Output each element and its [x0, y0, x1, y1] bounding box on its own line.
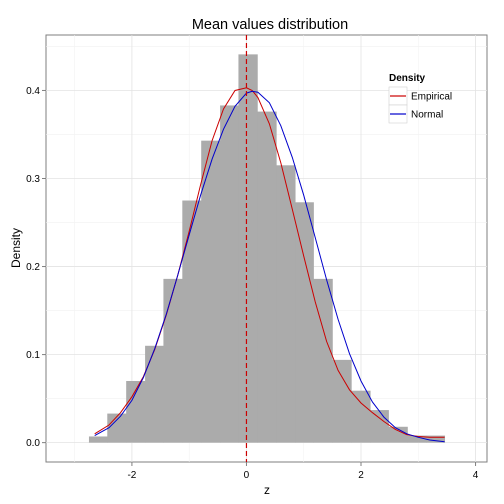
histogram-bar [388, 426, 408, 443]
histogram-bar [370, 410, 389, 443]
x-axis-ticks: -2 0 2 4 [127, 462, 479, 481]
histogram-bar [238, 54, 258, 443]
histogram-bar [145, 345, 164, 443]
histogram-bar [351, 390, 371, 443]
x-tick-label: -2 [127, 470, 136, 481]
legend-title: Density [389, 73, 426, 84]
x-tick-label: 2 [358, 470, 364, 481]
histogram-bar [107, 413, 127, 443]
density-curves [94, 87, 445, 443]
y-tick-label: 0.0 [26, 438, 40, 449]
histogram-bar [332, 359, 352, 443]
chart-title: Mean values distribution [192, 17, 348, 33]
x-axis-label: z [264, 483, 270, 497]
histogram-bar [276, 165, 296, 443]
y-tick-label: 0.4 [26, 86, 40, 97]
legend-entry-label: Empirical [411, 92, 452, 103]
histogram-bar [201, 140, 221, 443]
histogram-bar [313, 278, 333, 443]
histogram-bar [407, 435, 427, 443]
histogram-bar [426, 435, 446, 443]
histogram-bar [295, 202, 314, 443]
y-axis-ticks: 0.0 0.1 0.2 0.3 0.4 [26, 86, 46, 449]
histogram-bar [126, 381, 146, 443]
y-tick-label: 0.2 [26, 262, 40, 273]
histogram-bar [182, 200, 202, 443]
y-tick-label: 0.1 [26, 350, 40, 361]
histogram-bar [88, 436, 108, 443]
histogram-bars [88, 54, 446, 443]
histogram-bar [257, 111, 277, 443]
x-tick-label: 0 [244, 470, 250, 481]
legend-entries: Empirical Normal [388, 86, 452, 124]
legend-entry-label: Normal [411, 110, 443, 121]
density-curve-normal [94, 90, 445, 443]
histogram-bar [220, 105, 239, 443]
y-tick-label: 0.3 [26, 174, 40, 185]
legend: Density Empirical Normal [388, 73, 452, 124]
x-tick-label: 4 [473, 470, 479, 481]
histogram-bar [163, 278, 183, 443]
y-axis-label: Density [9, 228, 23, 268]
